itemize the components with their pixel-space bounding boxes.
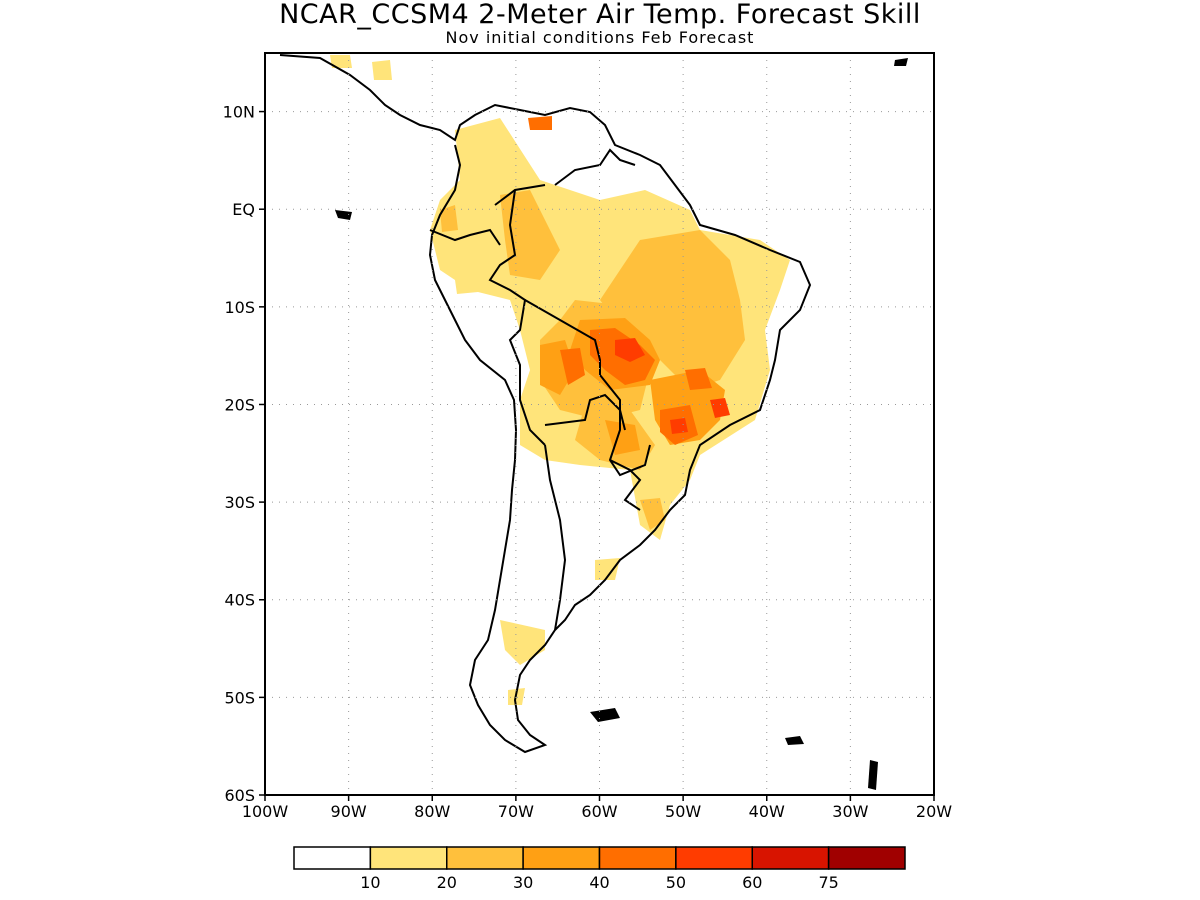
lat-tick-label: 10S (224, 298, 255, 317)
chart-subtitle: Nov initial conditions Feb Forecast (445, 28, 755, 47)
lat-tick-label: 50S (224, 688, 255, 707)
colorbar-label: 20 (437, 873, 457, 892)
lon-tick-label: 30W (832, 802, 868, 821)
lon-tick-label: 60W (581, 802, 617, 821)
grid-lines (265, 53, 934, 795)
lon-tick-label: 90W (331, 802, 367, 821)
lon-tick-label: 40W (749, 802, 785, 821)
chart-title: NCAR_CCSM4 2-Meter Air Temp. Forecast Sk… (279, 0, 921, 30)
skill-shading (330, 55, 790, 705)
colorbar-label: 75 (818, 873, 838, 892)
islands (335, 58, 908, 790)
lat-tick-label: 10N (223, 103, 255, 122)
lat-tick-label: EQ (232, 200, 255, 219)
lat-tick-label: 40S (224, 591, 255, 610)
colorbar-label: 10 (360, 873, 380, 892)
lon-tick-label: 20W (916, 802, 952, 821)
colorbar-swatch (522, 846, 601, 870)
lat-tick-label: 60S (224, 786, 255, 805)
colorbar-swatch (751, 846, 830, 870)
colorbar-swatch (369, 846, 448, 870)
lon-tick-label: 70W (498, 802, 534, 821)
colorbar-label: 50 (666, 873, 686, 892)
colorbar: 10 20 30 40 50 60 75 (293, 846, 906, 892)
skill-band-50-60 (615, 338, 730, 434)
colorbar-label: 60 (742, 873, 762, 892)
lat-tick-label: 20S (224, 395, 255, 414)
colorbar-swatch (293, 846, 372, 870)
lat-tick-label: 30S (224, 493, 255, 512)
colorbar-label: 30 (513, 873, 533, 892)
axis-ticks (259, 110, 935, 801)
colorbar-label: 40 (589, 873, 609, 892)
colorbar-swatch (675, 846, 753, 870)
coastlines (279, 54, 812, 754)
colorbar-swatch (827, 846, 906, 870)
lon-tick-label: 100W (242, 802, 289, 821)
colorbar-swatch (446, 846, 524, 870)
lon-tick-label: 50W (665, 802, 701, 821)
lon-tick-label: 80W (414, 802, 450, 821)
colorbar-swatch (598, 846, 677, 870)
